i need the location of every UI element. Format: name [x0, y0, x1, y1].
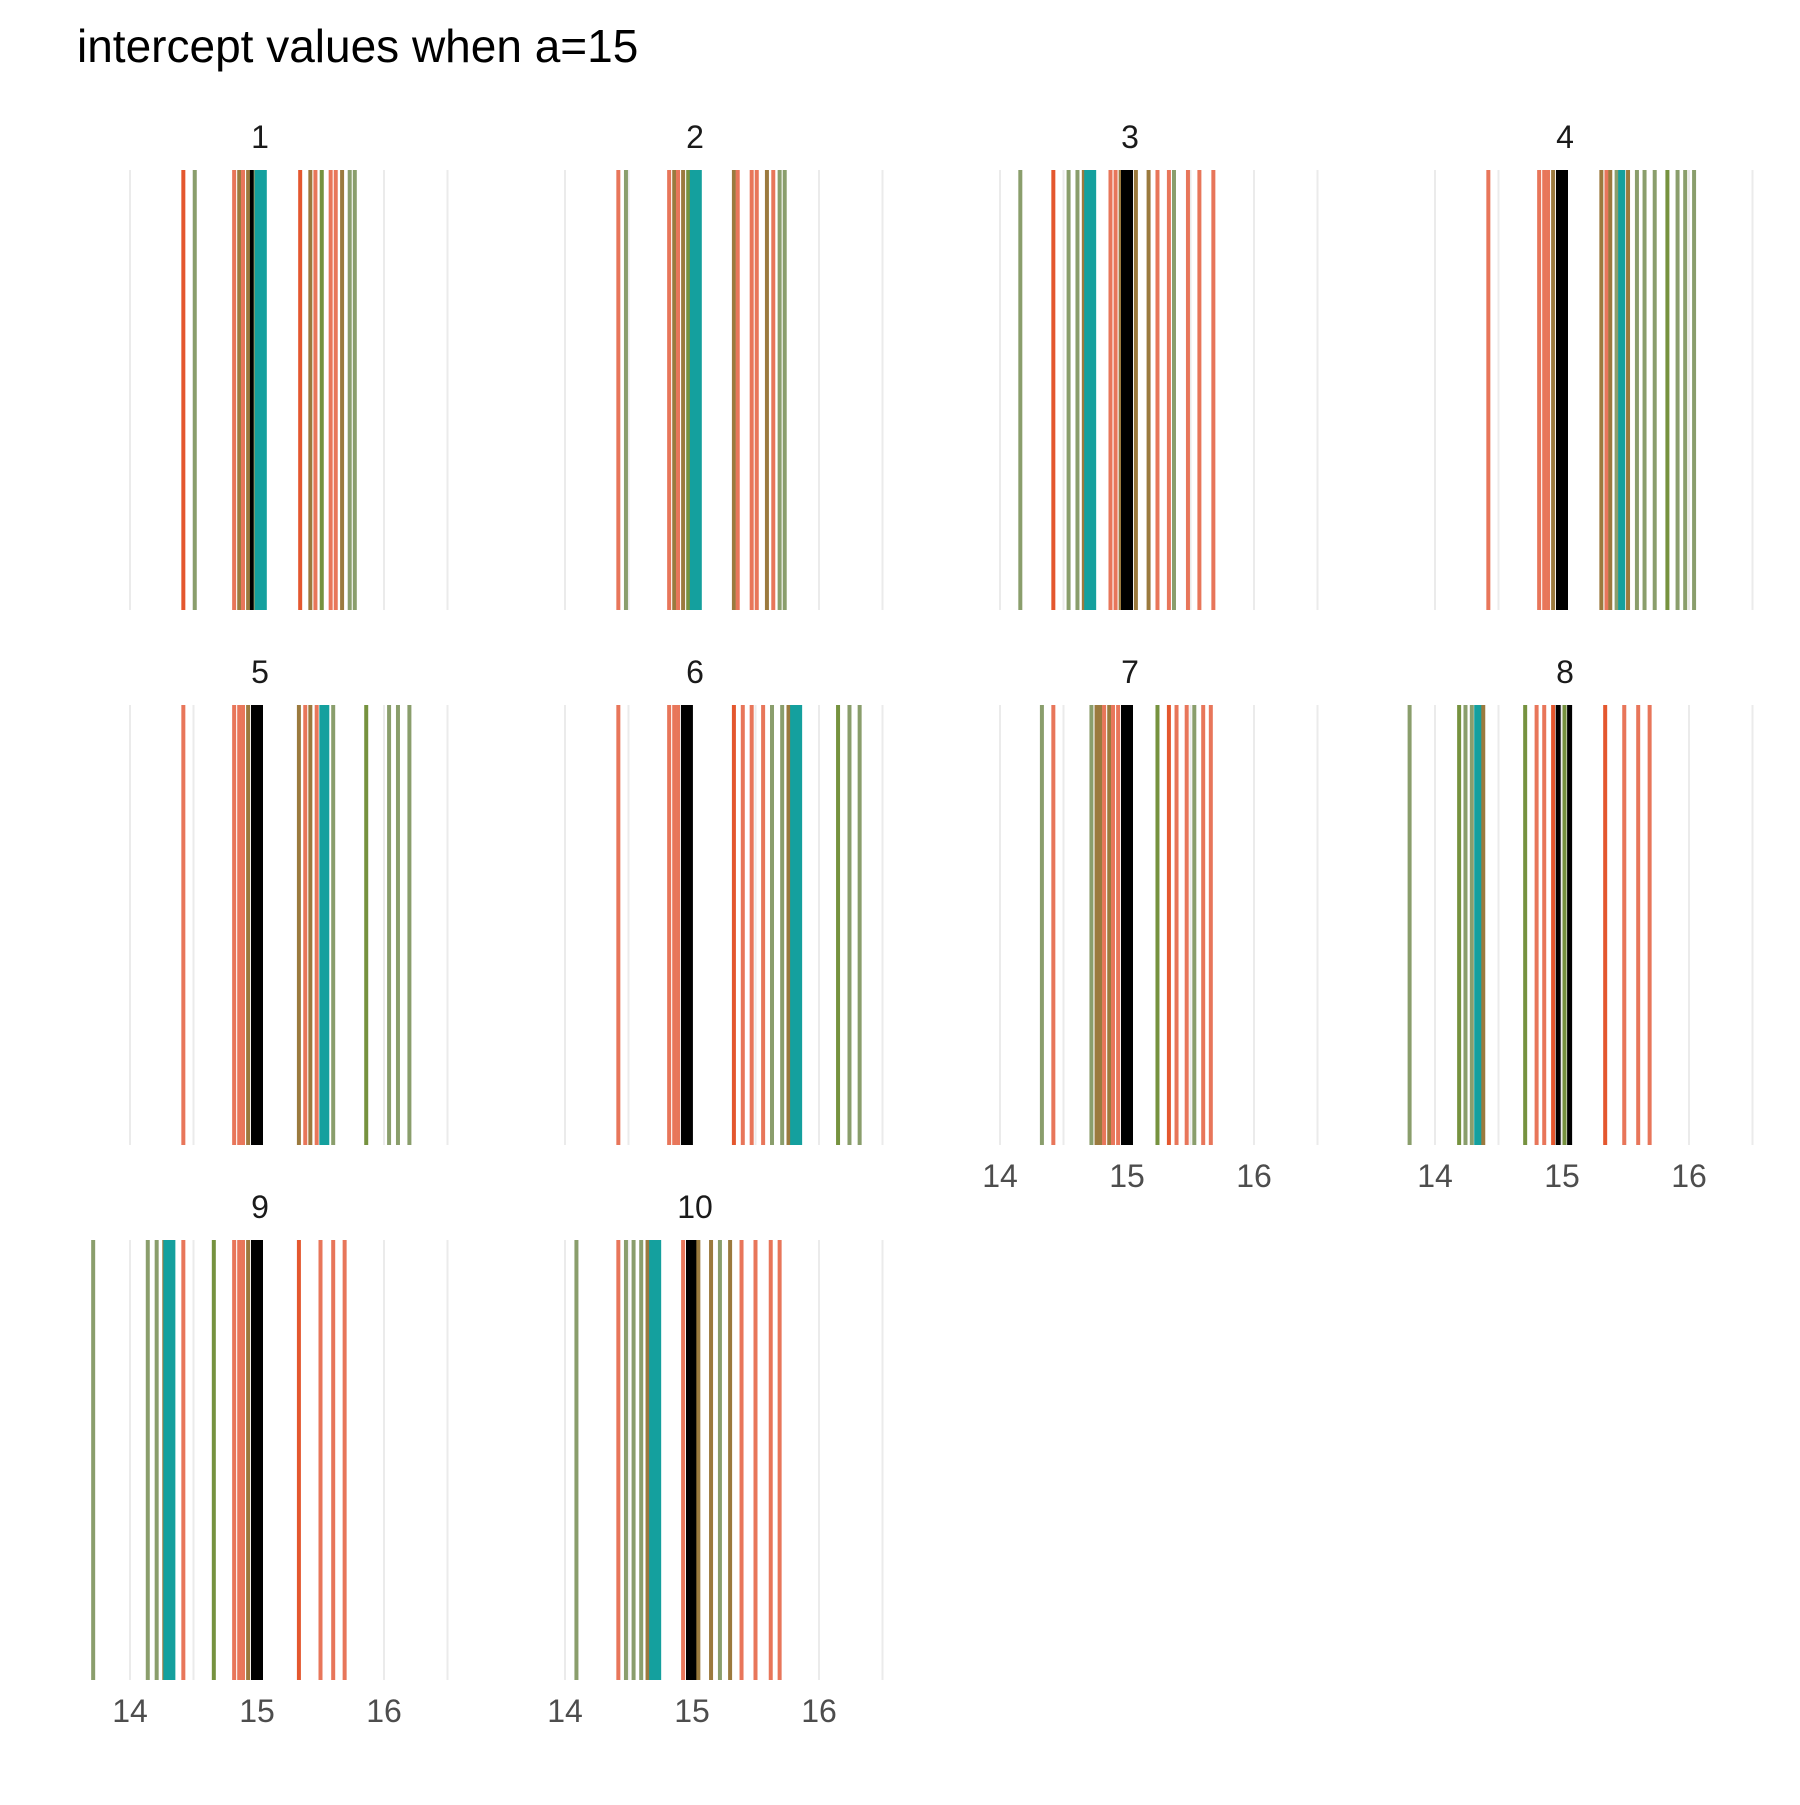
facet-label: 6 — [686, 654, 704, 690]
facet-panel-4: 4 — [1434, 119, 1754, 610]
facet-panel-6: 6 — [564, 654, 884, 1145]
facet-panel-1: 1 — [129, 119, 449, 610]
x-tick-label: 14 — [982, 1158, 1018, 1194]
facet-panel-10: 10 14 15 16 — [547, 1189, 884, 1729]
facet-panel-8: 8 14 15 16 — [1407, 654, 1754, 1194]
x-tick-label: 16 — [366, 1693, 402, 1729]
x-tick-label: 14 — [112, 1693, 148, 1729]
x-tick-label: 16 — [1236, 1158, 1272, 1194]
x-tick-label: 15 — [1109, 1158, 1145, 1194]
facet-label: 4 — [1556, 119, 1574, 155]
x-tick-label: 15 — [1544, 1158, 1580, 1194]
facet-label: 9 — [251, 1189, 269, 1225]
panels-group: 1 2 3 4 5 6 7 14 15 16 8 14 15 16 9 14 15 16 10 14 15 16 — [91, 119, 1754, 1729]
facet-label: 5 — [251, 654, 269, 690]
x-tick-label: 15 — [239, 1693, 275, 1729]
facet-panel-3: 3 — [999, 119, 1319, 610]
facet-label: 2 — [686, 119, 704, 155]
x-tick-label: 14 — [547, 1693, 583, 1729]
facet-label: 7 — [1121, 654, 1139, 690]
x-tick-label: 16 — [1671, 1158, 1707, 1194]
facet-label: 8 — [1556, 654, 1574, 690]
facet-panel-7: 7 14 15 16 — [982, 654, 1319, 1194]
facet-panel-9: 9 14 15 16 — [91, 1189, 449, 1729]
chart-title: intercept values when a=15 — [77, 20, 638, 72]
facet-panel-5: 5 — [129, 654, 449, 1145]
x-tick-label: 15 — [674, 1693, 710, 1729]
facet-panel-2: 2 — [564, 119, 884, 610]
x-tick-label: 14 — [1417, 1158, 1453, 1194]
facet-label: 1 — [251, 119, 269, 155]
facet-label: 10 — [677, 1189, 713, 1225]
facet-label: 3 — [1121, 119, 1139, 155]
x-tick-label: 16 — [801, 1693, 837, 1729]
